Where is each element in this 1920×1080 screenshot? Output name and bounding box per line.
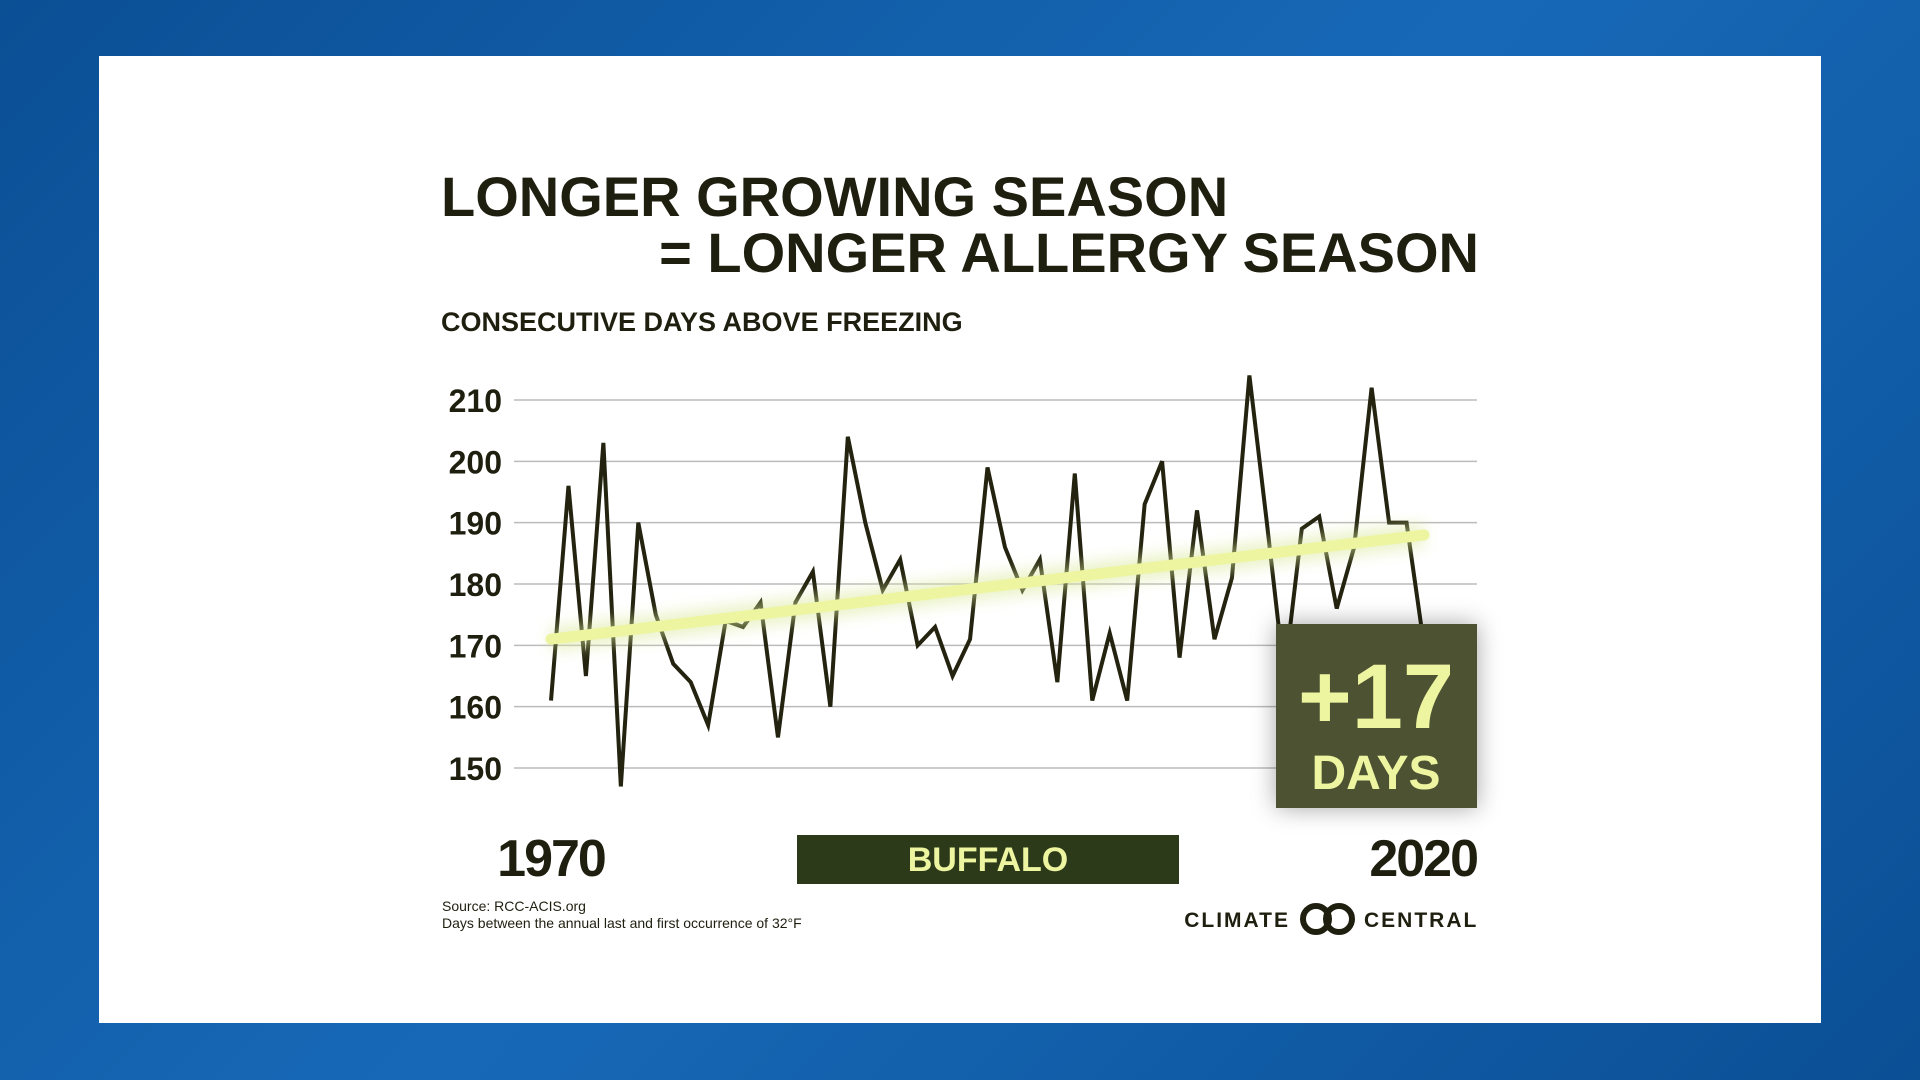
location-label: BUFFALO bbox=[908, 841, 1069, 879]
y-tick-label: 170 bbox=[449, 628, 502, 664]
y-tick-label: 200 bbox=[449, 444, 502, 480]
chart-subtitle: CONSECUTIVE DAYS ABOVE FREEZING bbox=[441, 307, 963, 337]
x-tick-label: 1970 bbox=[497, 830, 605, 888]
annotation-value: +17 bbox=[1298, 646, 1454, 748]
annotation-box bbox=[1276, 624, 1477, 808]
x-tick-label: 2020 bbox=[1369, 830, 1477, 888]
y-tick-label: 210 bbox=[449, 383, 502, 419]
location-bar bbox=[797, 835, 1179, 884]
logo-text: CLIMATE bbox=[1184, 909, 1290, 932]
trend-line bbox=[545, 529, 1430, 645]
y-tick-label: 190 bbox=[449, 506, 502, 542]
y-tick-label: 180 bbox=[449, 567, 502, 603]
annotation-unit: DAYS bbox=[1312, 747, 1441, 800]
chart-title: = LONGER ALLERGY SEASON bbox=[659, 221, 1479, 284]
source-note: Days between the annual last and first o… bbox=[442, 915, 802, 931]
y-tick-label: 160 bbox=[449, 690, 502, 726]
logo-text: CENTRAL bbox=[1364, 909, 1478, 932]
chart-title: LONGER GROWING SEASON bbox=[441, 165, 1228, 228]
source: Source: RCC-ACIS.org bbox=[442, 898, 586, 914]
y-tick-label: 150 bbox=[449, 751, 502, 787]
logo-mark bbox=[1323, 903, 1355, 935]
